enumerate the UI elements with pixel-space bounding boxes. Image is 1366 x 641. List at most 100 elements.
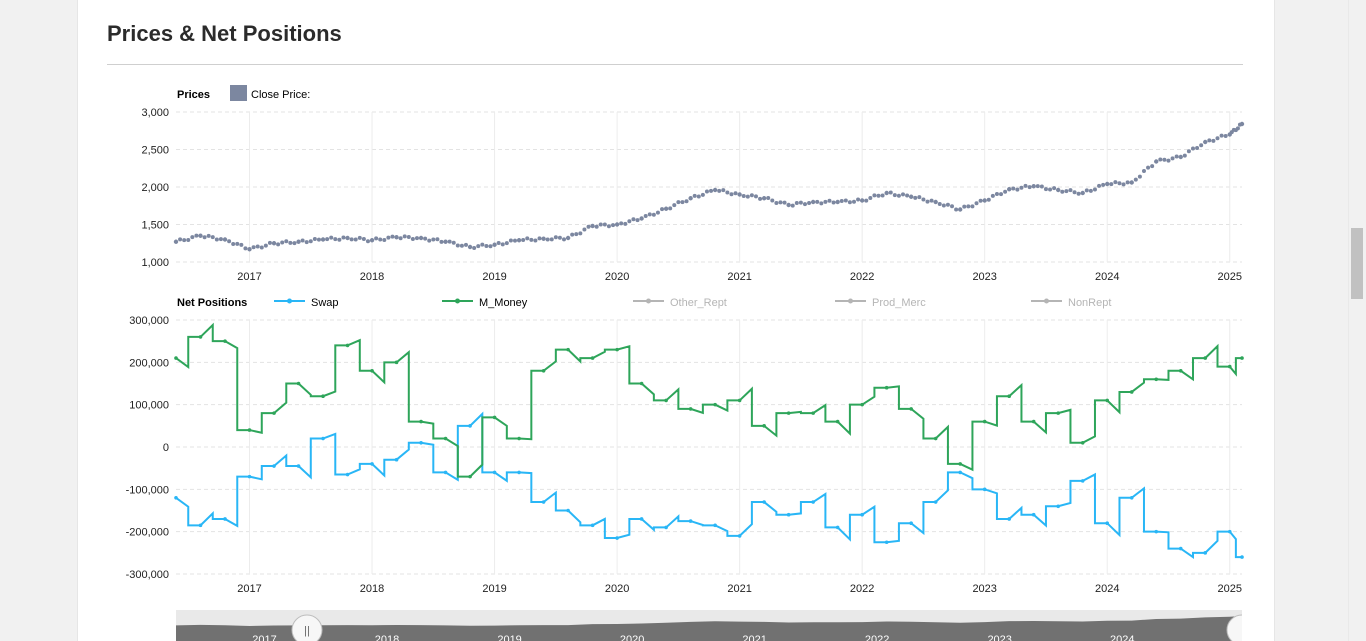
close-price-point [451,240,456,245]
swap-point [639,517,644,521]
close-price-point [365,239,370,244]
swap-point [198,523,203,528]
close-price-swatch[interactable] [230,85,247,101]
close-price-point [284,239,289,244]
close-price-point [1101,182,1106,187]
swap-point [590,523,595,528]
close-price-point [778,200,783,205]
legend-item-m-money[interactable]: M_Money [442,297,528,309]
swap-point [394,457,399,462]
close-price-point [545,237,550,242]
close-price-point [1019,185,1024,190]
close-price-point [851,199,856,204]
m-money-point [933,436,938,441]
swap-point [664,525,668,530]
close-price-point [1203,139,1208,145]
close-price-point [1150,164,1155,169]
m-money-point [762,424,766,428]
legend-label: Other_Rept [670,297,727,309]
swap-line[interactable] [175,411,1242,560]
page-scrollbar[interactable] [1348,0,1366,641]
close-price-point [1109,182,1114,187]
swap-point [1105,521,1110,525]
swap-point [492,470,497,475]
close-price-point [1052,186,1057,191]
close-price-point [810,199,816,205]
close-price-point [1080,190,1085,196]
m-money-point [664,398,668,403]
m-money-point [639,381,644,386]
prices-x-axis: 2017 2018 2019 2020 2021 2022 2023 2024 2025 [237,271,1242,283]
prices-x-tick-label: 2019 [482,271,506,283]
close-price-series[interactable] [173,121,1245,252]
legend-symbol-marker [287,298,292,304]
legend-item-swap[interactable]: Swap [274,297,339,309]
close-price-point [990,193,995,198]
prices-x-tick-label: 2024 [1095,271,1119,283]
prices-x-tick-label: 2022 [850,271,874,283]
m-money-point [394,360,399,365]
close-price-point [414,236,419,241]
close-price-point [941,203,946,208]
swap-point [615,536,619,540]
close-price-point [259,245,264,250]
close-price-point [717,188,722,193]
swap-point [1007,517,1011,521]
legend-item-other-rept[interactable]: Other_Rept [633,297,727,309]
net-x-tick-label: 2017 [237,583,261,595]
navigator-left-handle[interactable]: || [291,614,323,641]
navigator-svg: 201620172018201920202021202220232024 || [176,614,1242,641]
swap-point [933,500,938,504]
close-price-point [562,237,567,242]
swap-point [1031,512,1036,517]
m-money-point [1240,356,1244,360]
legend-item-nonrept[interactable]: NonRept [1031,297,1111,309]
m-money-point [517,436,521,441]
close-price-point [594,224,599,229]
close-price-point [337,237,342,242]
m-money-point [1154,377,1159,382]
close-price-point [369,238,375,243]
m-money-point [247,428,252,432]
close-price-point [994,191,999,196]
net-y-tick-label: -200,000 [126,527,169,539]
close-price-legend-label[interactable]: Close Price: [251,89,310,101]
navigator-tick-label: 2020 [620,634,644,641]
prices-x-tick-label: 2023 [972,271,996,283]
close-price-point [966,204,971,209]
navigator-right-handle[interactable] [1226,614,1242,641]
close-price-point [521,238,526,243]
close-price-point [235,241,240,246]
close-price-point [905,193,910,198]
close-price-point [1015,187,1020,192]
close-price-point [439,239,444,244]
close-price-point [1039,184,1044,189]
close-price-point [222,237,228,242]
legend-item-prod-merc[interactable]: Prod_Merc [835,297,926,309]
prices-x-tick-label: 2025 [1218,271,1242,283]
scrollbar-thumb[interactable] [1351,228,1363,299]
m-money-point [1203,356,1208,360]
close-price-point [455,243,460,248]
close-price-point [758,196,763,201]
range-navigator[interactable]: 201620172018201920202021202220232024 || [176,610,1242,641]
close-price-point [292,241,297,246]
m-money-point [713,402,717,407]
close-price-point [1146,165,1151,170]
swap-point [223,517,227,521]
close-price-point [1027,185,1032,190]
close-price-point [541,236,546,241]
net-x-tick-label: 2023 [972,583,996,595]
close-price-point [1092,187,1097,192]
close-price-point [345,235,350,241]
prices-x-tick-label: 2017 [237,271,261,283]
close-price-point [398,236,403,241]
close-price-point [304,240,309,245]
close-price-point [382,238,387,243]
swap-point [713,523,717,528]
swap-point [1203,551,1208,555]
close-price-point [512,238,517,243]
navigator-tick-label: 2023 [987,634,1011,641]
swap-point [468,424,472,428]
close-price-point [406,234,411,239]
